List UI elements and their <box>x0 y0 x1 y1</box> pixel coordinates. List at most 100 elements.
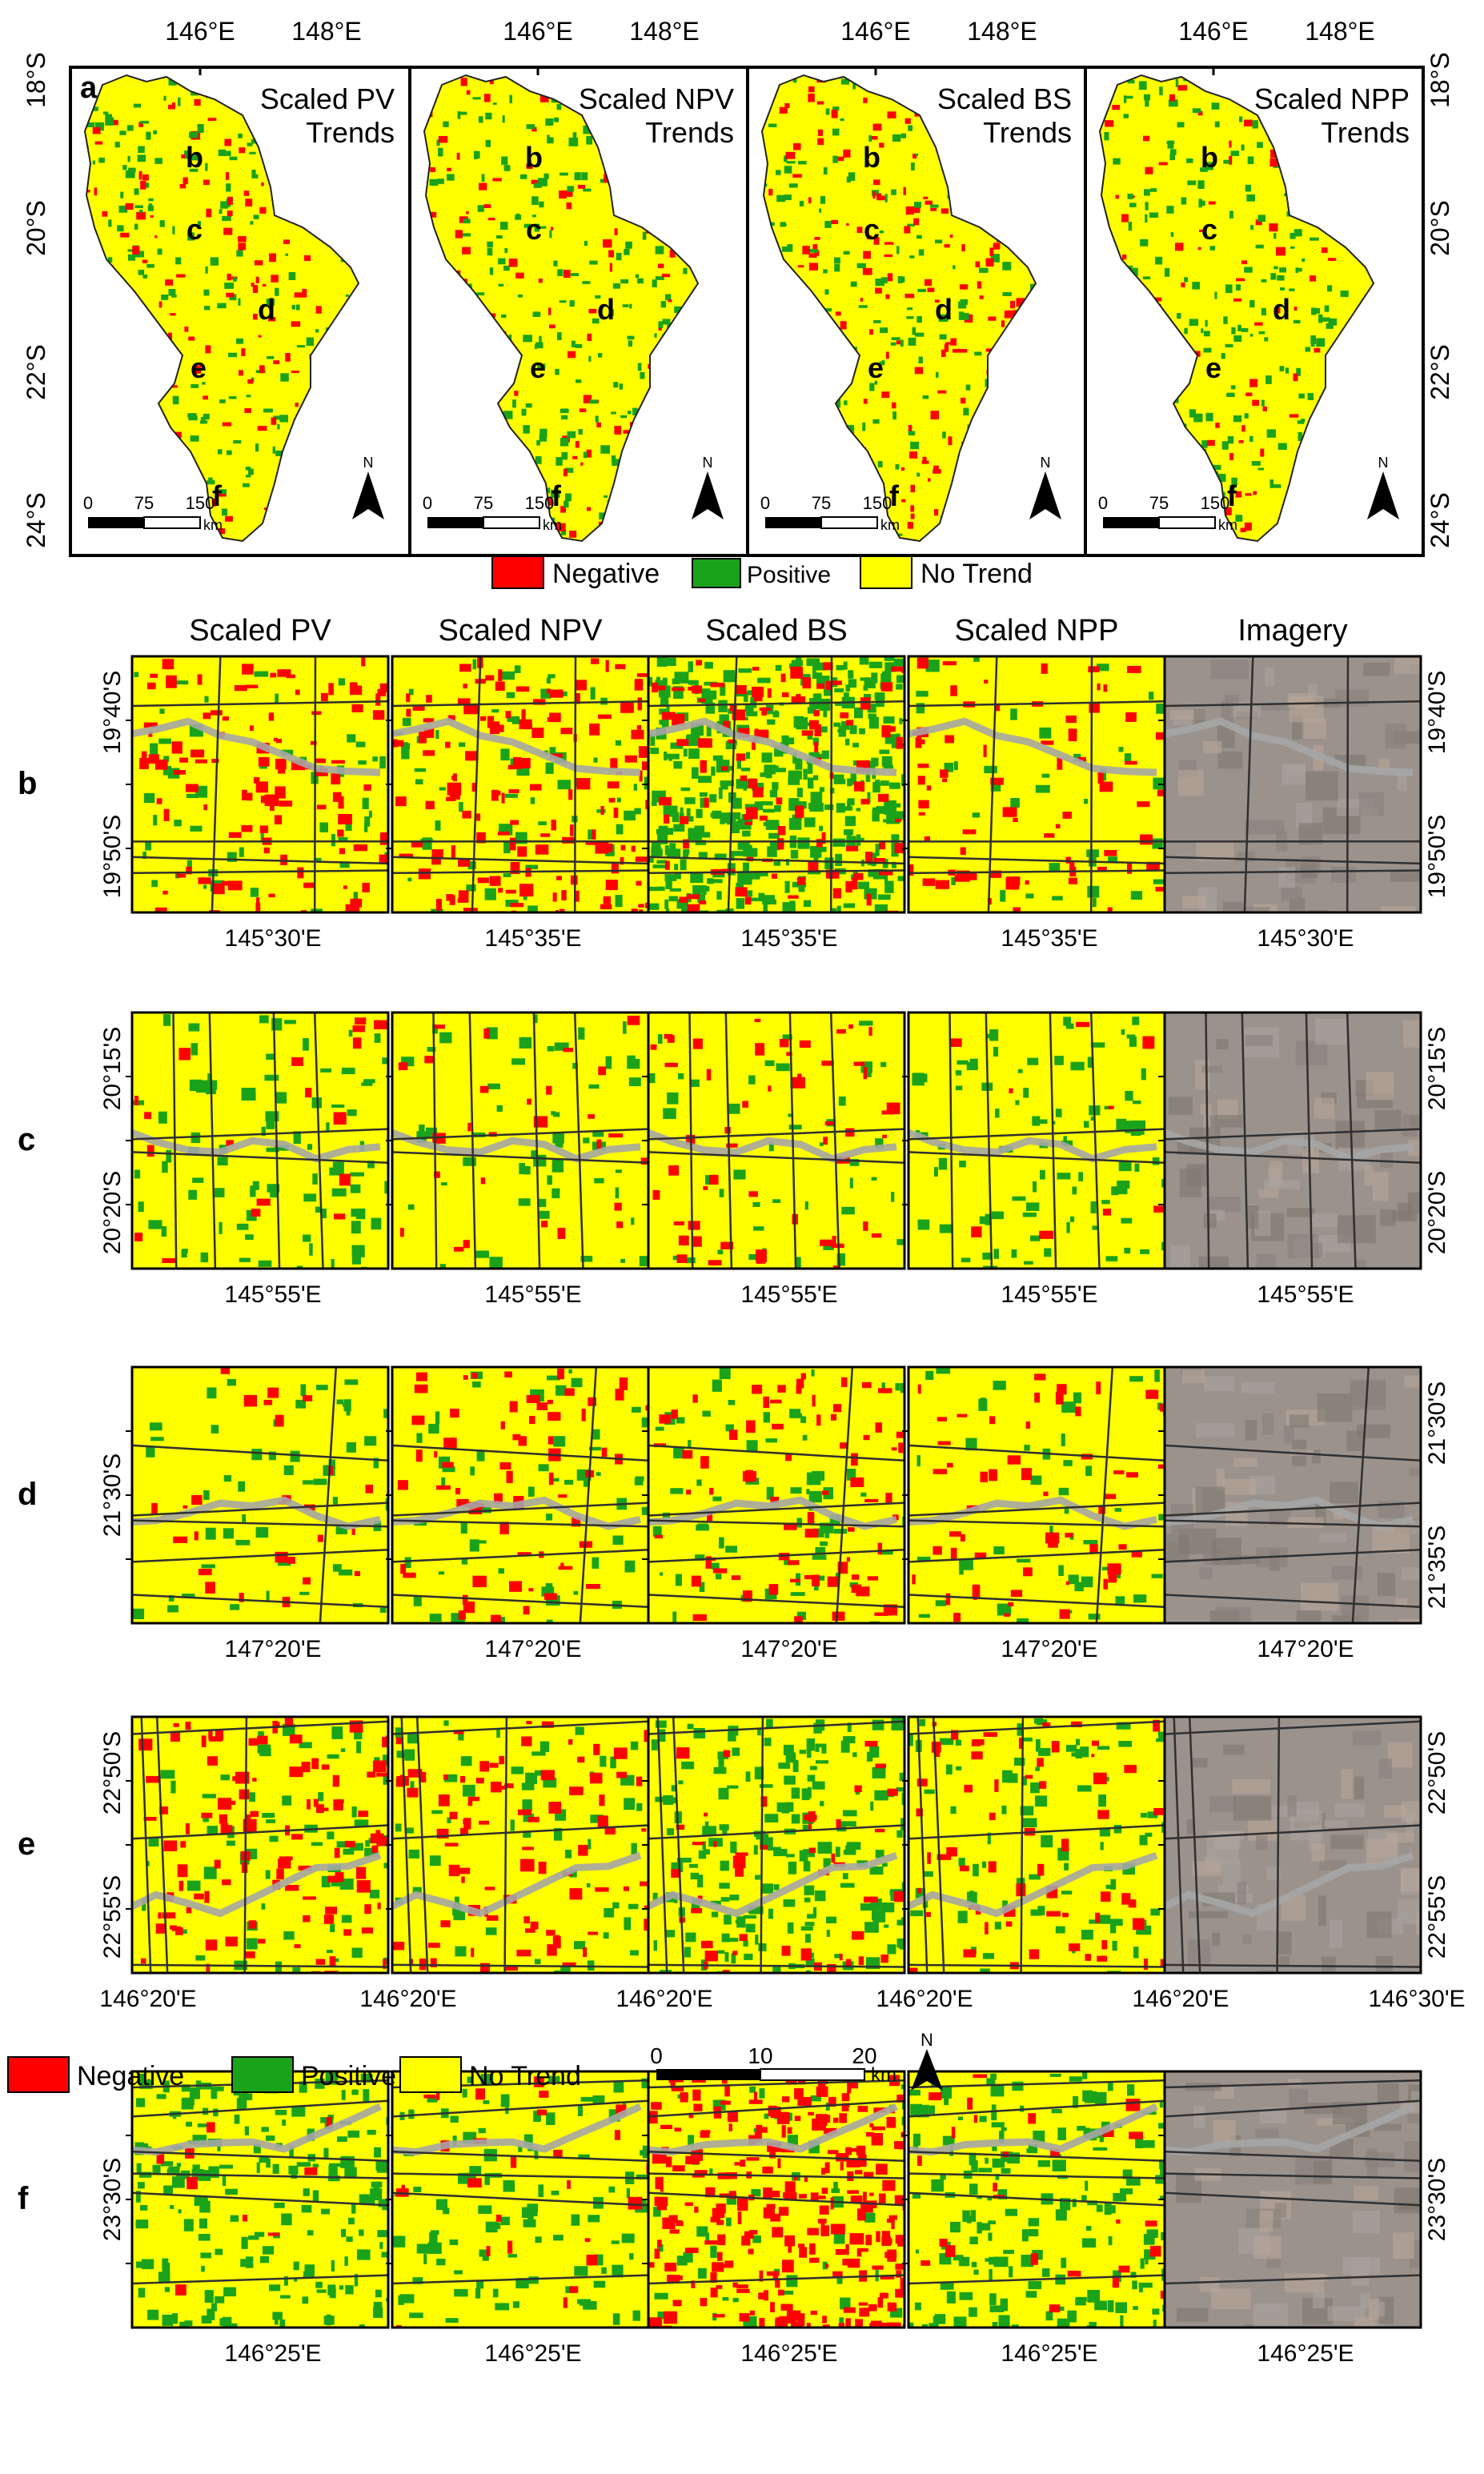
positive-cell <box>1061 1891 1073 1895</box>
negative-cell <box>781 1946 791 1956</box>
trend-panel <box>126 1715 390 1975</box>
negative-cell <box>397 1480 408 1490</box>
positive-cell <box>730 855 735 861</box>
imagery-texture <box>1216 1468 1225 1491</box>
negative-cell <box>157 907 167 912</box>
positive-cell <box>522 1799 532 1812</box>
negative-cell <box>561 890 567 900</box>
positive-cell <box>331 1726 343 1739</box>
positive-cell <box>510 1819 515 1831</box>
negative-cell <box>971 1226 982 1237</box>
positive-cell <box>657 1729 666 1742</box>
positive-cell <box>545 762 554 774</box>
river <box>648 717 897 776</box>
positive-cell <box>772 1199 781 1203</box>
imagery-texture <box>1264 1180 1301 1189</box>
positive-cell <box>561 529 567 535</box>
road-line <box>1243 656 1254 912</box>
road-line <box>1165 856 1421 865</box>
negative-cell <box>771 873 777 879</box>
positive-cell <box>553 1112 560 1117</box>
negative-cell <box>895 818 901 823</box>
negative-cell <box>244 408 251 413</box>
positive-cell <box>720 783 728 790</box>
positive-cell <box>1177 122 1185 128</box>
negative-cell <box>988 316 997 321</box>
positive-cell <box>1121 1028 1125 1035</box>
positive-cell <box>582 281 591 284</box>
positive-cell <box>1144 189 1150 196</box>
positive-cell <box>840 1740 850 1753</box>
imagery-texture <box>1311 1843 1325 1862</box>
negative-cell <box>263 507 267 511</box>
negative-cell <box>253 777 260 784</box>
negative-cell <box>588 1397 596 1406</box>
positive-cell <box>467 861 476 870</box>
negative-cell <box>816 101 824 105</box>
positive-cell <box>634 808 641 815</box>
positive-cell <box>1024 1445 1030 1451</box>
positive-cell <box>431 1810 443 1814</box>
negative-cell <box>891 1447 897 1451</box>
negative-cell <box>623 430 633 434</box>
negative-cell <box>510 903 524 908</box>
road-line <box>132 869 388 875</box>
negative-cell <box>642 761 648 771</box>
positive-cell <box>736 1916 746 1928</box>
positive-cell <box>676 1417 685 1424</box>
positive-cell <box>743 844 752 857</box>
negative-cell <box>426 695 432 703</box>
positive-cell <box>973 1863 979 1877</box>
positive-cell <box>1137 1925 1152 1935</box>
positive-cell <box>519 1037 532 1049</box>
negative-cell <box>522 1846 534 1850</box>
negative-cell <box>781 692 789 698</box>
negative-cell <box>615 664 626 670</box>
positive-cell <box>993 1546 1005 1554</box>
negative-cell <box>1039 1781 1047 1789</box>
negative-cell <box>530 784 542 791</box>
negative-cell <box>207 1756 218 1766</box>
negative-cell <box>615 1389 624 1401</box>
positive-cell <box>633 784 637 791</box>
positive-cell <box>800 1926 813 1931</box>
negative-cell <box>111 119 118 126</box>
negative-cell <box>438 135 448 143</box>
positive-cell <box>863 1070 872 1077</box>
north-label: N <box>1378 455 1389 471</box>
road-line <box>908 1720 1165 1735</box>
positive-cell <box>332 1564 342 1572</box>
negative-cell <box>560 506 566 513</box>
positive-cell <box>768 832 780 839</box>
positive-cell <box>1293 319 1301 324</box>
negative-cell <box>287 1557 295 1564</box>
north-arrow: N <box>352 455 384 519</box>
positive-cell <box>613 382 619 388</box>
positive-cell <box>982 1953 994 1959</box>
positive-cell <box>1311 308 1321 314</box>
positive-cell <box>753 1226 764 1231</box>
negative-cell <box>831 219 839 224</box>
negative-cell <box>321 1764 330 1770</box>
positive-cell <box>728 1732 736 1742</box>
negative-cell <box>217 528 226 535</box>
negative-cell <box>320 693 328 702</box>
positive-cell <box>761 752 772 763</box>
positive-cell <box>845 1845 856 1855</box>
positive-cell <box>569 1869 577 1878</box>
positive-cell <box>309 1243 313 1256</box>
negative-cell <box>825 869 840 879</box>
positive-cell <box>955 1070 962 1076</box>
negative-cell <box>887 111 896 118</box>
positive-cell <box>351 1257 361 1265</box>
positive-cell <box>463 1784 475 1797</box>
positive-cell <box>583 451 588 459</box>
negative-cell <box>631 729 644 740</box>
positive-cell <box>438 1571 445 1575</box>
positive-cell <box>985 379 989 387</box>
negative-cell <box>1097 684 1101 691</box>
positive-cell <box>401 742 408 755</box>
negative-cell <box>423 718 435 723</box>
positive-cell <box>892 411 896 420</box>
positive-cell <box>266 1117 275 1129</box>
